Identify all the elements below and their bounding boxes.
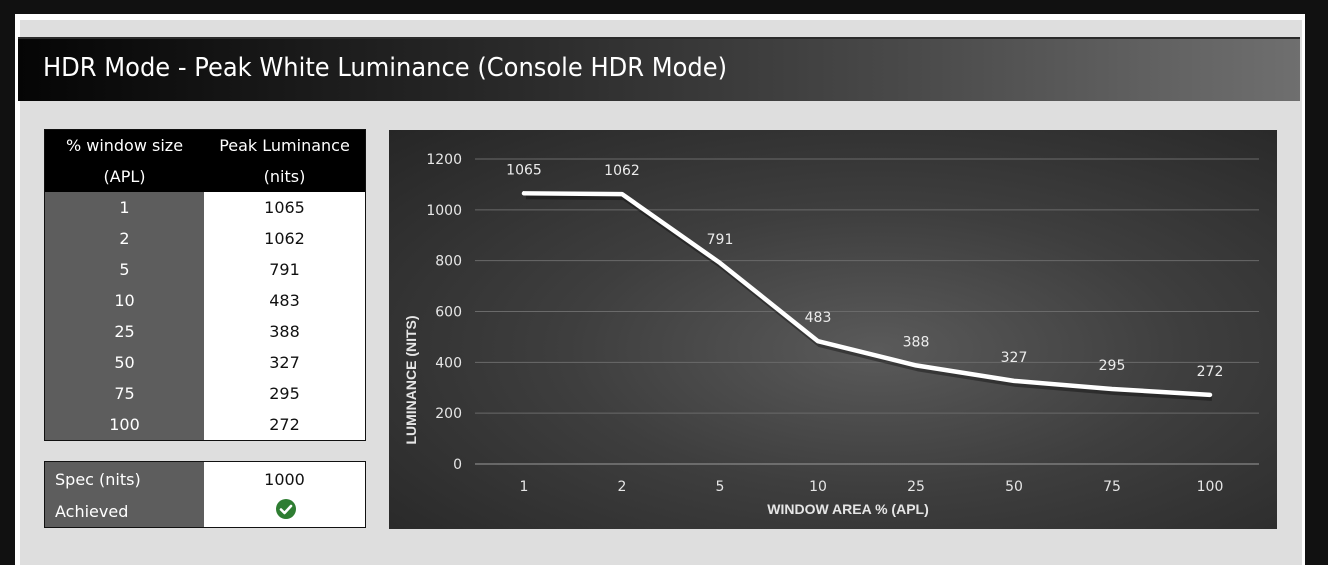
y-tick-label: 400 <box>435 355 462 371</box>
data-point <box>1208 393 1212 397</box>
gridlines <box>475 158 1259 465</box>
window-size-cell: 10 <box>44 285 204 316</box>
x-tick-label: 50 <box>1005 479 1023 495</box>
spec-values: 1000 <box>204 462 365 527</box>
luminance-cell: 1065 <box>204 192 366 223</box>
window-size-cell: 50 <box>44 347 204 378</box>
x-tick-label: 1 <box>520 479 529 495</box>
x-tick-label: 25 <box>907 479 925 495</box>
luminance-cell: 295 <box>204 378 366 409</box>
x-tick-label: 10 <box>809 479 827 495</box>
window-size-cell: 100 <box>44 409 204 441</box>
table-row: 5 791 <box>44 254 366 285</box>
spec-labels: Spec (nits) Achieved <box>45 462 204 527</box>
table-row: 10 483 <box>44 285 366 316</box>
column-header-window-size-line2: (APL) <box>103 167 146 186</box>
x-tick-label: 5 <box>716 479 725 495</box>
data-label: 295 <box>1099 358 1126 374</box>
y-tick-label: 200 <box>435 406 462 422</box>
data-label: 327 <box>1001 350 1028 366</box>
window-size-cell: 5 <box>44 254 204 285</box>
y-tick-label: 800 <box>435 254 462 270</box>
spec-box: Spec (nits) Achieved 1000 <box>44 461 366 528</box>
y-tick-label: 1200 <box>426 152 462 168</box>
window-size-cell: 75 <box>44 378 204 409</box>
y-tick-label: 1000 <box>426 203 462 219</box>
data-point <box>1110 387 1114 391</box>
y-tick-label: 600 <box>435 305 462 321</box>
chart-panel: 0 200 400 600 800 1000 1200 1 2 5 10 25 50 75 100 1065… <box>389 130 1277 529</box>
column-header-peak-luminance: Peak Luminance (nits) <box>204 129 366 192</box>
table-header-row: % window size (APL) Peak Luminance (nits… <box>44 129 366 192</box>
series-peak-luminance <box>521 191 1213 401</box>
check-circle-icon <box>276 499 296 519</box>
luminance-table: % window size (APL) Peak Luminance (nits… <box>44 129 366 441</box>
table-row: 1 1065 <box>44 192 366 223</box>
data-label: 272 <box>1197 364 1224 380</box>
luminance-cell: 483 <box>204 285 366 316</box>
table-row: 2 1062 <box>44 223 366 254</box>
x-tick-label: 2 <box>618 479 627 495</box>
data-point <box>914 363 918 367</box>
window-size-cell: 1 <box>44 192 204 223</box>
data-label: 483 <box>805 310 832 326</box>
achieved-label: Achieved <box>55 502 129 521</box>
luminance-cell: 388 <box>204 316 366 347</box>
data-point <box>816 339 820 343</box>
window-size-cell: 25 <box>44 316 204 347</box>
data-labels: 1065 1062 791 483 388 327 295 272 <box>506 162 1223 380</box>
window-size-cell: 2 <box>44 223 204 254</box>
data-label: 1062 <box>604 163 640 179</box>
column-header-peak-luminance-line2: (nits) <box>263 167 306 186</box>
column-header-window-size: % window size (APL) <box>44 129 204 192</box>
luminance-cell: 327 <box>204 347 366 378</box>
data-point <box>620 192 624 196</box>
table-row: 100 272 <box>44 409 366 441</box>
table-row: 25 388 <box>44 316 366 347</box>
page-header: HDR Mode - Peak White Luminance (Console… <box>18 37 1300 101</box>
data-label: 791 <box>707 232 734 248</box>
data-point <box>1012 379 1016 383</box>
x-tick-label: 75 <box>1103 479 1121 495</box>
luminance-cell: 1062 <box>204 223 366 254</box>
x-tick-label: 100 <box>1197 479 1224 495</box>
spec-label: Spec (nits) <box>55 470 141 489</box>
data-point <box>718 261 722 265</box>
y-axis-title: LUMINANCE (NITS) <box>403 315 419 444</box>
table-row: 75 295 <box>44 378 366 409</box>
data-point <box>522 191 526 195</box>
data-label: 1065 <box>506 162 542 178</box>
column-header-window-size-line1: % window size <box>65 136 184 155</box>
column-header-peak-luminance-line1: Peak Luminance <box>219 136 350 155</box>
luminance-cell: 791 <box>204 254 366 285</box>
spec-value: 1000 <box>264 470 305 489</box>
page-title: HDR Mode - Peak White Luminance (Console… <box>43 53 728 83</box>
table-row: 50 327 <box>44 347 366 378</box>
x-axis-title: WINDOW AREA % (APL) <box>767 501 929 517</box>
y-tick-label: 0 <box>453 457 462 473</box>
series-line <box>521 191 1213 398</box>
data-label: 388 <box>903 334 930 350</box>
luminance-cell: 272 <box>204 409 366 441</box>
